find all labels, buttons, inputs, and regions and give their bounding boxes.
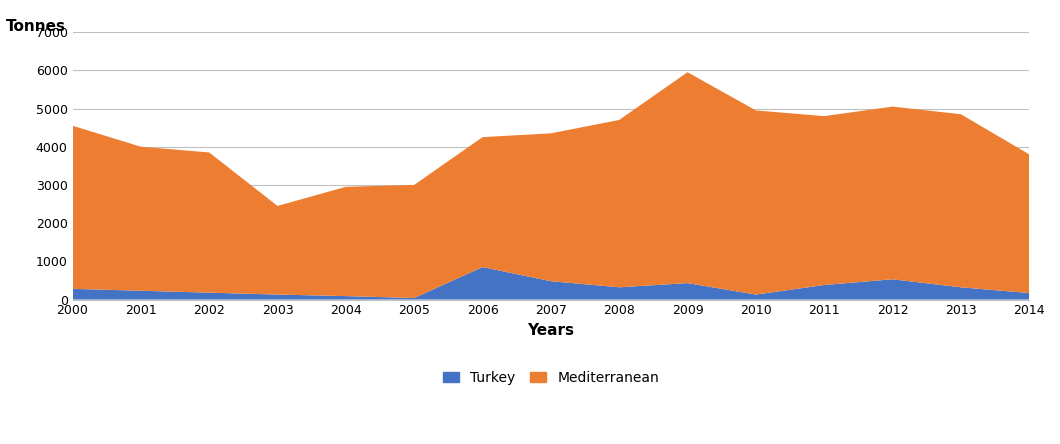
Text: Tonnes: Tonnes: [5, 19, 66, 34]
X-axis label: Years: Years: [527, 323, 575, 338]
Legend: Turkey, Mediterranean: Turkey, Mediterranean: [437, 365, 665, 390]
